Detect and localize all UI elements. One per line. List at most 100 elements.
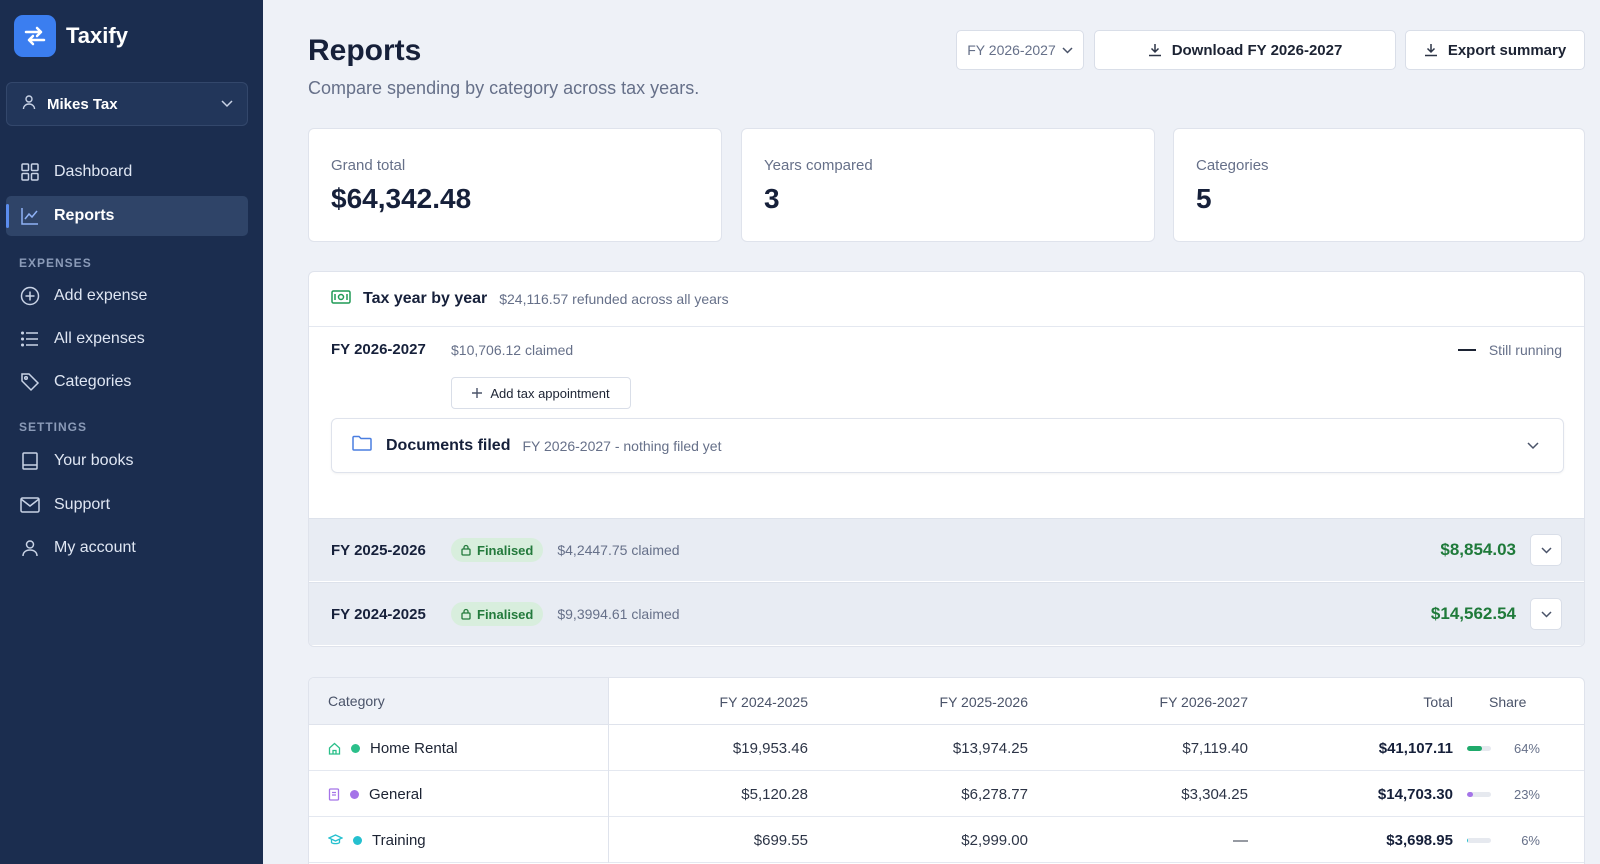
tax-year-select-value: FY 2026-2027 <box>967 42 1056 58</box>
value-fy-2025-2026: $13,974.25 <box>952 739 1028 757</box>
panel-subtitle: $24,116.57 refunded across all years <box>499 291 729 307</box>
stat-label: Grand total <box>331 157 406 174</box>
account-switcher[interactable]: Mikes Tax <box>6 82 248 126</box>
share-bar <box>1467 791 1491 797</box>
column-header-fy-2024-2025[interactable]: FY 2024-2025 <box>719 693 808 710</box>
stat-label: Categories <box>1196 157 1269 174</box>
share-percent: 6% <box>1521 832 1540 848</box>
chart-line-icon <box>20 206 40 226</box>
lock-icon <box>461 544 471 556</box>
value-total: $41,107.11 <box>1378 739 1453 757</box>
nav-label: Dashboard <box>54 163 133 180</box>
share-cell: 64% <box>1467 725 1540 771</box>
app-logo[interactable]: Taxify <box>14 15 128 57</box>
expand-button[interactable] <box>1530 598 1562 630</box>
category-name: General <box>369 785 423 803</box>
nav-label: Support <box>54 496 111 513</box>
category-name: Home Rental <box>370 739 458 757</box>
share-bar-fill <box>1467 837 1469 843</box>
tax-year-claimed: $4,2447.75 claimed <box>557 542 680 558</box>
section-label-expenses: EXPENSES <box>19 256 92 270</box>
status-badge: Finalised <box>451 538 544 562</box>
share-bar <box>1467 837 1491 843</box>
expand-button[interactable] <box>1530 534 1562 566</box>
documents-filed-title: Documents filed <box>386 436 511 454</box>
add-tax-appointment-label: Add tax appointment <box>490 385 610 401</box>
nav-categories[interactable]: Categories <box>6 362 248 402</box>
column-header-fy-2025-2026[interactable]: FY 2025-2026 <box>939 693 1028 710</box>
nav-label: Reports <box>54 207 115 224</box>
header-divider <box>609 724 1584 725</box>
value-fy-2025-2026: $2,999.00 <box>961 831 1028 849</box>
add-tax-appointment-button[interactable]: Add tax appointment <box>451 377 631 409</box>
grid-icon <box>20 162 40 182</box>
table-row[interactable]: Home Rental $19,953.46 $13,974.25 $7,119… <box>309 725 1584 771</box>
panel-title: Tax year by year <box>363 290 488 307</box>
download-icon <box>1424 43 1438 57</box>
value-total: $14,703.30 <box>1377 785 1453 803</box>
main-content: Reports Compare spending by category acr… <box>263 0 1600 864</box>
share-bar-fill <box>1467 791 1473 797</box>
tax-year-refund: $8,854.03 <box>1440 540 1516 559</box>
status-badge-label: Finalised <box>477 542 534 558</box>
banknote-icon <box>331 289 351 309</box>
nav-support[interactable]: Support <box>6 485 248 525</box>
status-badge-label: Finalised <box>477 606 534 622</box>
category-name: Training <box>372 831 426 849</box>
value-fy-2024-2025: $19,953.46 <box>732 739 808 757</box>
export-summary-label: Export summary <box>1447 41 1567 59</box>
export-summary-button[interactable]: Export summary <box>1405 30 1585 70</box>
documents-filed-accordion[interactable]: Documents filed FY 2026-2027 - nothing f… <box>331 418 1564 473</box>
column-header-fy-2026-2027[interactable]: FY 2026-2027 <box>1159 693 1248 710</box>
column-header-total[interactable]: Total <box>1423 693 1453 710</box>
nav-reports[interactable]: Reports <box>6 196 248 236</box>
page-subtitle: Compare spending by category across tax … <box>308 78 700 98</box>
nav-all-expenses[interactable]: All expenses <box>6 319 248 359</box>
book-icon <box>20 451 40 471</box>
user-icon <box>20 538 40 558</box>
tax-year-refund: $14,562.54 <box>1430 604 1516 623</box>
nav-add-expense[interactable]: Add expense <box>6 276 248 316</box>
chevron-down-icon <box>1540 610 1552 618</box>
app-name: Taxify <box>66 23 128 48</box>
share-bar <box>1467 745 1491 751</box>
current-year-claimed: $10,706.12 claimed <box>451 342 574 358</box>
value-fy-2026-2027: — <box>1233 831 1248 849</box>
status-badge: Finalised <box>451 602 544 626</box>
graduation-cap-icon <box>328 834 343 846</box>
tax-year-row[interactable]: FY 2025-2026 Finalised $4,2447.75 claime… <box>309 518 1584 581</box>
category-table: Category FY 2024-2025 FY 2025-2026 FY 20… <box>308 677 1585 864</box>
tax-year-row[interactable]: FY 2024-2025 Finalised $9,3994.61 claime… <box>309 582 1584 645</box>
nav-label: My account <box>54 539 136 556</box>
share-percent: 64% <box>1513 740 1540 756</box>
tax-year-title: FY 2025-2026 <box>331 541 426 559</box>
download-button[interactable]: Download FY 2026-2027 <box>1094 30 1396 70</box>
nav-label: Categories <box>54 373 132 390</box>
sidebar: Taxify Mikes Tax Dashboard Reports EXPEN… <box>0 0 263 864</box>
tax-year-select[interactable]: FY 2026-2027 <box>956 30 1084 70</box>
column-header-share[interactable]: Share <box>1489 693 1527 710</box>
nav-your-books[interactable]: Your books <box>6 441 248 481</box>
share-cell: 23% <box>1467 771 1540 817</box>
nav-dashboard[interactable]: Dashboard <box>6 152 248 192</box>
column-header-category[interactable]: Category <box>309 678 609 725</box>
chevron-down-icon <box>1527 437 1539 455</box>
nav-my-account[interactable]: My account <box>6 528 248 568</box>
category-color-dot <box>353 835 362 845</box>
category-cell: Home Rental <box>309 725 609 771</box>
nav-label: All expenses <box>54 330 145 347</box>
year-status-label: Still running <box>1488 342 1562 358</box>
tax-year-title: FY 2024-2025 <box>331 605 426 623</box>
plus-icon <box>472 388 483 398</box>
category-cell: General <box>309 771 609 817</box>
stat-value: 3 <box>764 183 780 214</box>
table-row[interactable]: Training $699.55 $2,999.00 — $3,698.95 6… <box>309 817 1584 863</box>
stat-value: 5 <box>1196 183 1212 214</box>
table-row[interactable]: General $5,120.28 $6,278.77 $3,304.25 $1… <box>309 771 1584 817</box>
stat-label: Years compared <box>764 157 873 174</box>
swap-arrows-icon <box>14 15 56 57</box>
receipt-icon <box>328 787 340 801</box>
download-icon <box>1148 43 1162 57</box>
year-status: Still running <box>1457 342 1562 358</box>
category-color-dot <box>351 743 360 753</box>
